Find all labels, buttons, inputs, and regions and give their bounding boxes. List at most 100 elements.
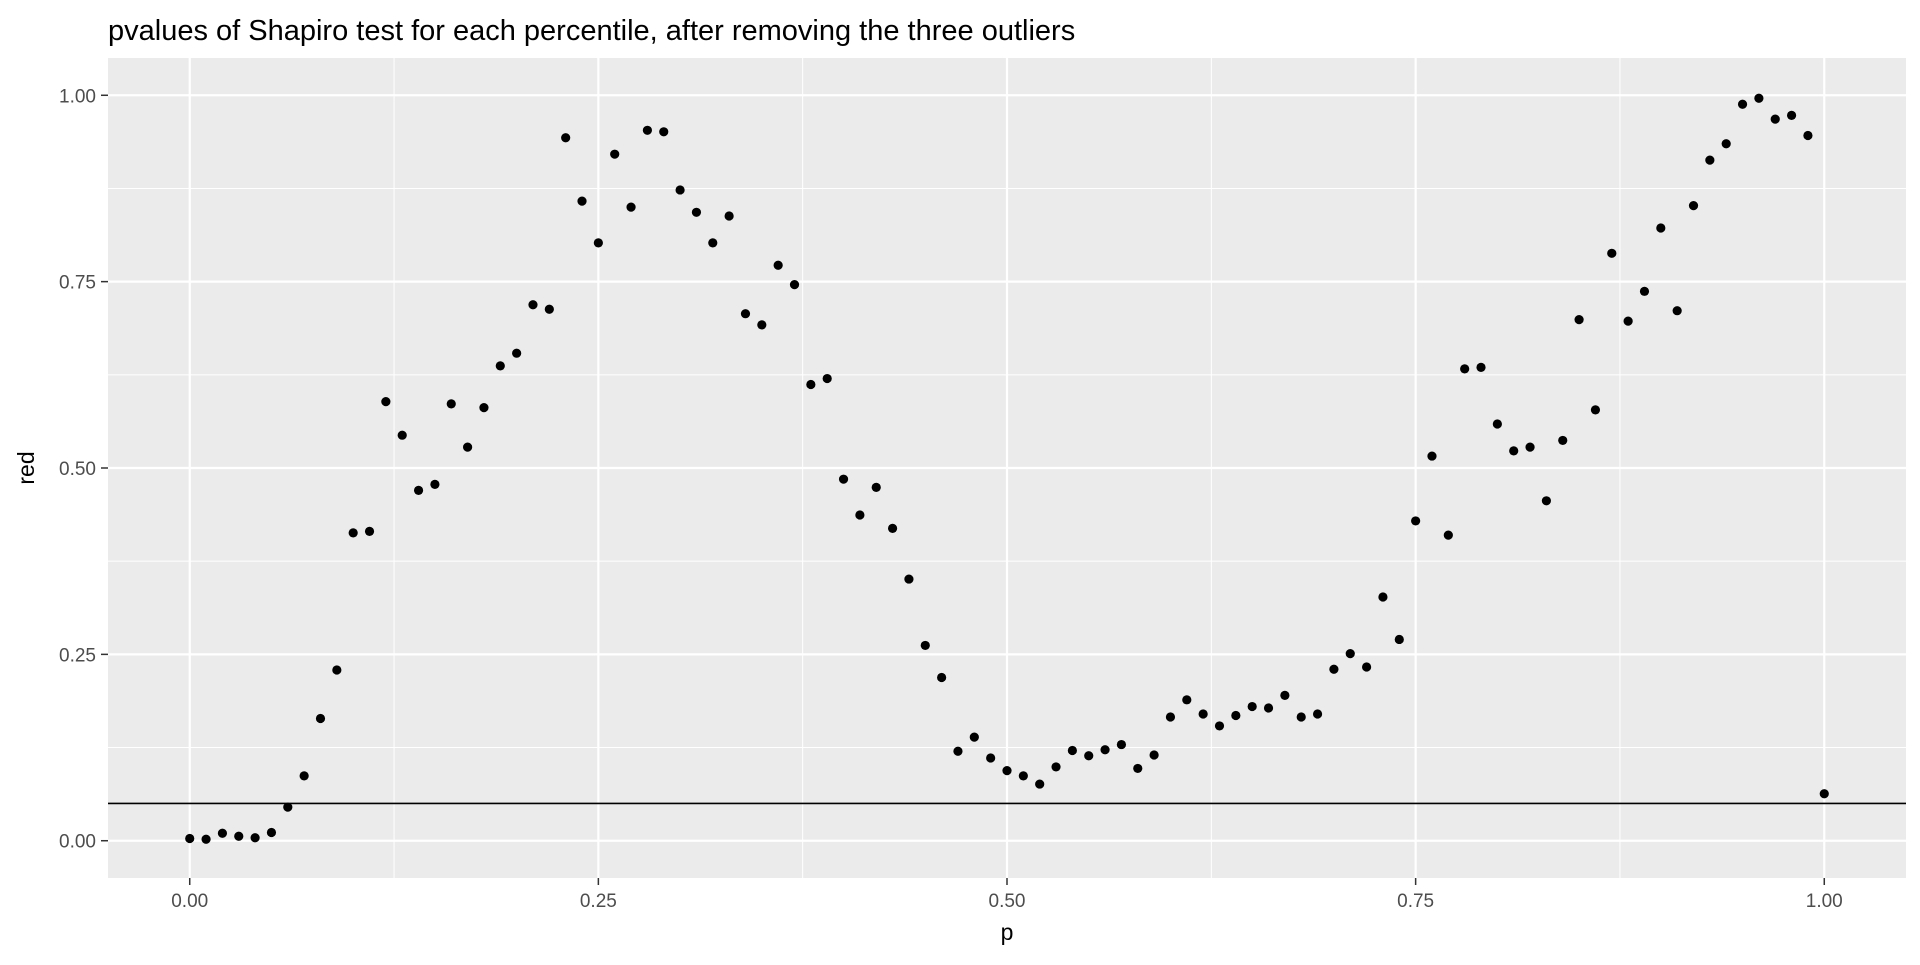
data-point	[1672, 306, 1682, 316]
data-point	[495, 361, 505, 371]
y-tick-label: 1.00	[59, 86, 96, 107]
data-point	[789, 280, 800, 290]
data-point	[1133, 763, 1143, 774]
data-point	[283, 802, 293, 812]
data-point	[1460, 364, 1470, 374]
data-point	[740, 309, 751, 319]
data-point	[577, 196, 587, 206]
y-tick-label: 0.50	[59, 459, 96, 480]
data-point	[1329, 664, 1339, 674]
x-tick-label: 0.25	[580, 891, 617, 912]
data-point	[1574, 315, 1584, 325]
data-point	[675, 185, 685, 195]
data-point	[1786, 110, 1797, 120]
data-point	[1067, 745, 1077, 756]
data-point	[757, 320, 767, 330]
data-point	[348, 528, 358, 538]
data-point	[953, 746, 963, 756]
data-points	[185, 93, 1829, 844]
data-point	[1165, 712, 1176, 722]
data-point	[446, 399, 456, 409]
data-point	[250, 833, 260, 843]
data-point	[1018, 771, 1028, 781]
data-point	[1623, 316, 1633, 326]
data-point	[185, 833, 195, 844]
data-point	[887, 523, 898, 533]
x-tick-label: 0.50	[989, 891, 1026, 912]
data-point	[969, 732, 979, 742]
data-point	[855, 510, 865, 520]
data-point	[479, 403, 489, 413]
data-point	[1476, 362, 1486, 372]
data-point	[1525, 442, 1535, 452]
data-point	[920, 640, 930, 651]
data-point	[463, 442, 473, 452]
data-point	[332, 665, 342, 675]
y-tick-label: 0.00	[59, 832, 96, 853]
data-point	[381, 397, 391, 407]
data-point	[544, 304, 554, 314]
major-gridlines	[108, 58, 1906, 878]
data-point	[528, 300, 538, 310]
data-point	[1639, 286, 1650, 296]
data-point	[838, 474, 849, 484]
data-point	[1051, 762, 1061, 772]
data-point	[1819, 789, 1829, 799]
data-point	[1296, 712, 1306, 722]
data-point	[626, 202, 636, 212]
data-point	[1182, 695, 1192, 705]
y-tick-label: 0.75	[59, 273, 96, 294]
data-point	[1770, 114, 1780, 124]
data-point	[1084, 751, 1094, 761]
data-point	[413, 485, 424, 495]
data-point	[1558, 435, 1568, 446]
data-point	[315, 713, 326, 724]
data-point	[1394, 634, 1404, 645]
x-tick-label: 1.00	[1806, 891, 1843, 912]
data-point	[1214, 721, 1225, 731]
data-point	[430, 479, 440, 489]
data-point	[1721, 139, 1731, 149]
data-point	[1590, 405, 1601, 415]
data-point	[822, 373, 832, 384]
data-point	[986, 753, 996, 763]
y-axis-title: red	[13, 451, 39, 484]
data-point	[724, 211, 734, 221]
data-point	[1116, 739, 1127, 750]
data-point	[904, 574, 914, 584]
data-point	[1705, 155, 1715, 165]
data-point	[1247, 701, 1257, 712]
data-point	[1002, 766, 1012, 776]
data-point	[1100, 745, 1110, 755]
data-point	[1198, 709, 1208, 719]
x-axis-title: p	[1001, 919, 1014, 945]
data-point	[299, 771, 309, 781]
data-point	[1149, 750, 1159, 760]
x-axis: 0.00 0.25 0.50 0.75 1.00	[171, 878, 1843, 912]
data-point	[1035, 779, 1045, 789]
data-point	[708, 238, 718, 248]
data-point	[266, 827, 277, 838]
data-point	[1688, 201, 1699, 211]
data-point	[610, 149, 620, 159]
data-point	[217, 828, 228, 838]
data-point	[1509, 446, 1519, 456]
data-point	[1737, 99, 1748, 109]
data-point	[234, 831, 244, 841]
data-point	[773, 260, 783, 270]
y-tick-label: 0.25	[59, 645, 96, 666]
data-point	[1362, 662, 1372, 672]
data-point	[1411, 516, 1421, 526]
data-point	[1492, 419, 1502, 429]
x-tick-label: 0.00	[171, 891, 208, 912]
y-axis: 0.00 0.25 0.50 0.75 1.00	[59, 86, 108, 853]
x-tick-label: 0.75	[1397, 891, 1434, 912]
data-point	[201, 834, 211, 844]
data-point	[1280, 690, 1290, 700]
data-point	[561, 133, 571, 143]
data-point	[1345, 649, 1355, 659]
data-point	[937, 672, 947, 683]
data-point	[1263, 703, 1274, 713]
